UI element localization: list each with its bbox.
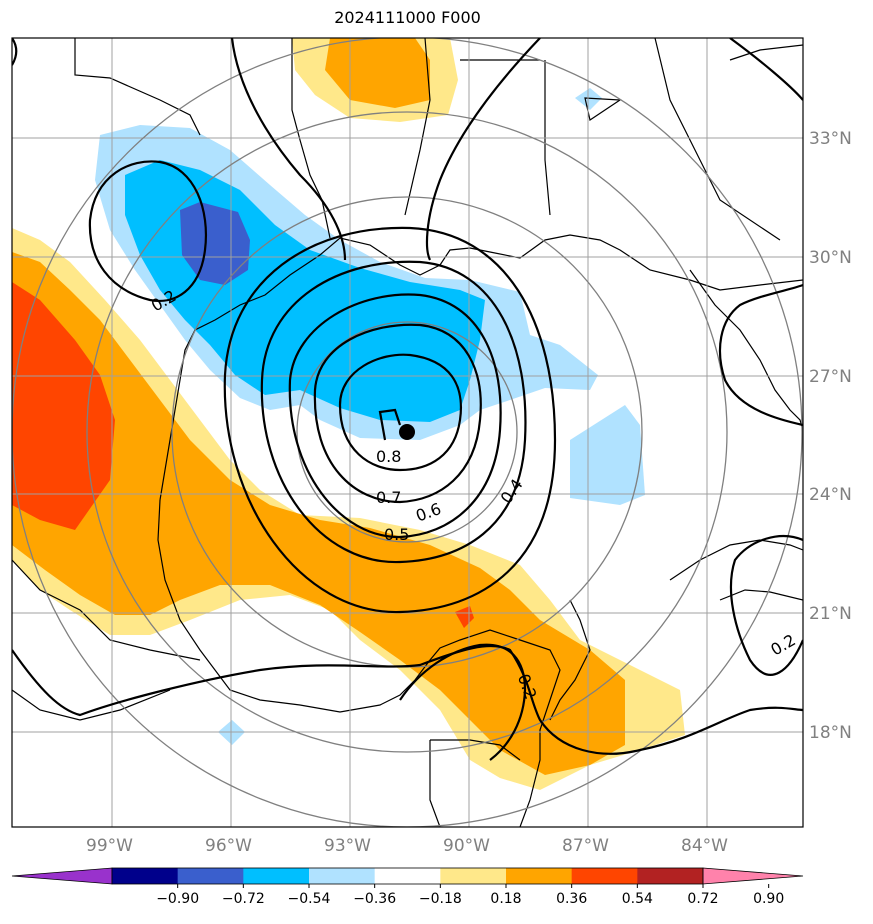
colorbar-tick-label: −0.36 — [353, 891, 396, 907]
range-ring-4 — [12, 38, 803, 827]
contour-label-0.8: 0.8 — [376, 447, 401, 466]
colorbar-segment — [506, 868, 573, 884]
colorbar-segment — [309, 868, 376, 884]
range-ring-1 — [296, 321, 518, 543]
yucatan-coast — [549, 599, 591, 721]
storm-center-marker — [399, 424, 415, 440]
colorbar-segment — [637, 868, 704, 884]
contour-0.7 — [338, 353, 462, 472]
positive-band-orange — [12, 252, 625, 775]
contour-0.5 — [288, 293, 502, 539]
lat-label-24: 24°N — [809, 485, 852, 505]
contour-0.6 — [313, 323, 482, 504]
colorbar: −0.90 −0.72 −0.54 −0.36 −0.18 0.18 0.36 0.54 0.7… — [11, 867, 804, 907]
contour-0.3 — [223, 226, 557, 614]
map-layers: 0.8 0.7 0.6 0.5 0.4 0.2 0.2 0.2 — [12, 38, 803, 827]
gulf-coast — [159, 234, 803, 501]
colorbar-segment — [374, 868, 441, 884]
contour-south — [12, 644, 803, 755]
colorbar-segment — [112, 868, 179, 884]
lon-label-90: 90°W — [443, 836, 490, 856]
colorbar-tick-label: 0.90 — [753, 891, 784, 907]
contour-top-right — [729, 38, 803, 101]
colorbar-segment — [571, 868, 638, 884]
lon-label-99: 99°W — [86, 836, 133, 856]
colorbar-tick-label: −0.54 — [288, 891, 331, 907]
state-border-5 — [544, 60, 551, 216]
lat-label-33: 33°N — [809, 129, 852, 149]
lat-label-27: 27°N — [809, 367, 852, 387]
contour-0.2-west — [88, 160, 207, 302]
lat-label-21: 21°N — [809, 604, 852, 624]
contour-sw-corner — [12, 38, 18, 66]
colorbar-tick-label: −0.90 — [156, 891, 199, 907]
range-ring-3 — [86, 111, 728, 753]
colorbar-segment — [177, 868, 244, 884]
colorbar-tick-label: 0.36 — [556, 891, 587, 907]
latitude-labels: 33°N 30°N 27°N 24°N 21°N 18°N — [809, 129, 852, 743]
coastline-layer — [12, 38, 803, 827]
contour-label-0.5: 0.5 — [384, 525, 409, 544]
map-frame — [11, 37, 804, 828]
colorbar-segment — [440, 868, 507, 884]
state-border-6 — [654, 38, 781, 241]
state-border-1 — [74, 38, 201, 136]
lon-label-93: 93°W — [324, 836, 371, 856]
cuba-south — [719, 589, 803, 601]
state-border-3 — [404, 38, 431, 216]
lon-label-87: 87°W — [562, 836, 609, 856]
longitude-labels: 99°W 96°W 93°W 90°W 87°W 84°W — [86, 836, 728, 856]
negative-region-royal — [180, 202, 250, 285]
florida-coast — [689, 269, 803, 431]
contour-yucatan — [399, 643, 527, 761]
colorbar-frame — [111, 867, 704, 885]
map-title: 2024111000 F000 — [334, 8, 481, 27]
colorbar-extend-high — [702, 867, 804, 885]
mexico-coast — [157, 499, 561, 827]
contour-se — [729, 535, 803, 676]
colorbar-tick-label: −0.18 — [419, 891, 462, 907]
negative-cell-east — [570, 405, 645, 505]
cuba-coast — [669, 539, 803, 581]
contour-0.4 — [260, 260, 527, 564]
state-border-2 — [291, 38, 331, 239]
state-border-8 — [729, 44, 803, 61]
contour-large-2 — [425, 38, 541, 261]
colorbar-tick-label: −0.72 — [222, 891, 265, 907]
lon-label-96: 96°W — [205, 836, 252, 856]
contour-large — [230, 38, 347, 261]
contour-label-0.7: 0.7 — [376, 488, 401, 507]
lon-label-84: 84°W — [681, 836, 728, 856]
colorbar-segment — [243, 868, 310, 884]
contour-layer — [12, 38, 803, 761]
contour-east — [718, 283, 803, 427]
lat-label-30: 30°N — [809, 248, 852, 268]
positive-cell-top-orange — [325, 38, 430, 108]
mexico-border-2 — [12, 689, 171, 721]
colorbar-tick-label: 0.54 — [622, 891, 653, 907]
colorbar-tick-label: 0.72 — [687, 891, 718, 907]
mexico-border-1 — [12, 559, 201, 661]
central-america-2 — [429, 740, 441, 827]
contour-0.8 — [378, 408, 402, 441]
colorbar-extend-low — [11, 867, 113, 885]
lat-label-18: 18°N — [809, 723, 852, 743]
colorbar-tick-label: 0.18 — [490, 891, 521, 907]
